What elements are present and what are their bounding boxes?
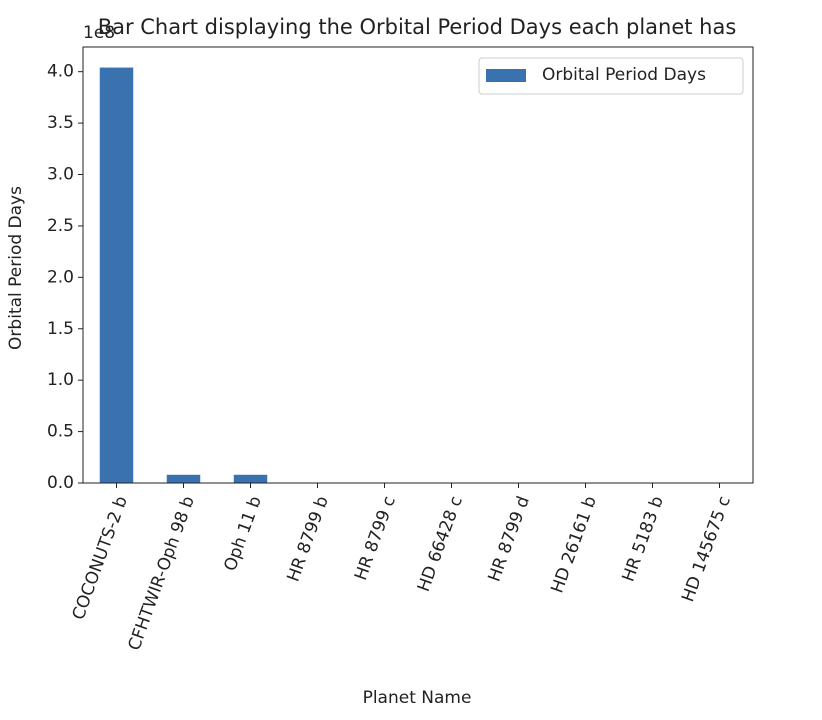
y-tick-label: 2.0: [47, 267, 74, 287]
bar: [166, 474, 201, 483]
y-tick-label: 1.0: [47, 370, 74, 390]
x-tick-label: HD 145675 c: [678, 494, 735, 605]
legend-box: [478, 57, 744, 95]
x-tick-label: HR 8799 d: [485, 494, 534, 585]
x-tick-label: Oph 11 b: [220, 494, 266, 574]
y-tick-label: 3.0: [47, 165, 74, 185]
x-tick-label: HR 8799 c: [351, 494, 400, 584]
y-tick-label: 4.0: [47, 62, 74, 82]
plot-frame: [82, 46, 754, 484]
y-axis-label: Orbital Period Days: [6, 186, 26, 350]
legend-swatch: [486, 69, 526, 82]
y-tick-label: 0.5: [47, 422, 74, 442]
bar: [99, 67, 134, 483]
chart-title: Bar Chart displaying the Orbital Period …: [98, 15, 737, 39]
y-tick-label: 0.0: [47, 473, 74, 493]
x-tick-label: COCONUTS-2 b: [69, 494, 132, 623]
y-tick-label: 2.5: [47, 216, 74, 236]
x-axis-label: Planet Name: [363, 688, 472, 708]
x-tick-label: HR 8799 b: [284, 494, 333, 585]
x-tick-label: HR 5183 b: [619, 494, 668, 585]
legend-label: Orbital Period Days: [542, 65, 706, 85]
bar: [233, 474, 268, 483]
x-tick-label: HD 26161 b: [547, 494, 601, 596]
x-tick-label: HD 66428 c: [414, 494, 467, 595]
x-tick-label: CFHTWIR-Oph 98 b: [125, 494, 199, 654]
y-tick-label: 3.5: [47, 113, 74, 133]
y-offset-label: 1e8: [83, 23, 115, 43]
y-tick-label: 1.5: [47, 319, 74, 339]
